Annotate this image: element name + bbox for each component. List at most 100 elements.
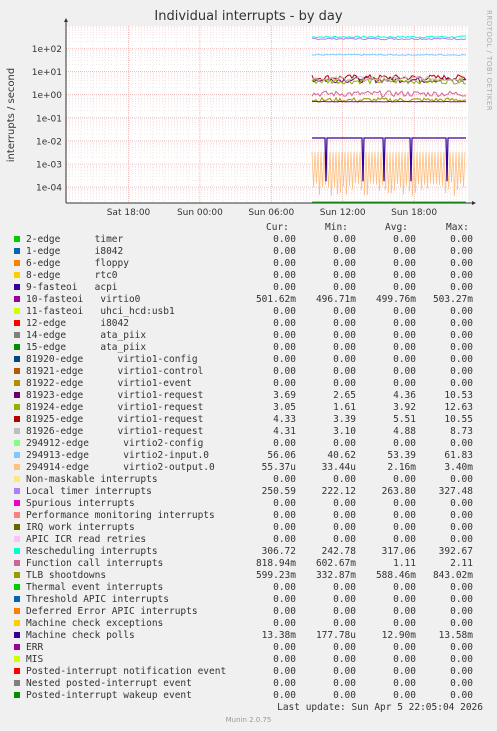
legend-series-name: ERR bbox=[26, 642, 44, 653]
legend-cur: 0.00 bbox=[273, 354, 296, 365]
legend-min: 0.00 bbox=[333, 654, 356, 665]
legend-max: 0.00 bbox=[450, 498, 473, 509]
legend-series-name: 2-edge timer bbox=[26, 234, 124, 245]
legend-row: 14-edge ata_piix 0.00 0.00 0.00 0.00 bbox=[0, 330, 497, 342]
legend-series-name: 9-fasteoi acpi bbox=[26, 282, 118, 293]
legend-min: 0.00 bbox=[333, 666, 356, 677]
legend-cur: 0.00 bbox=[273, 510, 296, 521]
legend-series-name: 294913-edge virtio2-input.0 bbox=[26, 450, 210, 461]
legend-row: Threshold APIC interrupts 0.00 0.00 0.00 0.0… bbox=[0, 594, 497, 606]
legend-avg: 0.00 bbox=[393, 246, 416, 257]
legend-max: 0.00 bbox=[450, 330, 473, 341]
legend-series-name: 81926-edge virtio1-request bbox=[26, 426, 204, 437]
legend-avg: 0.00 bbox=[393, 282, 416, 293]
legend-max: 0.00 bbox=[450, 342, 473, 353]
legend-swatch bbox=[14, 656, 20, 662]
x-tick-label: Sun 12:00 bbox=[320, 208, 366, 218]
legend-row: 12-edge i8042 0.00 0.00 0.00 0.00 bbox=[0, 318, 497, 330]
legend-series-name: 1-edge i8042 bbox=[26, 246, 124, 257]
legend-series-name: 12-edge i8042 bbox=[26, 318, 129, 329]
legend-row: 81926-edge virtio1-request 4.31 3.10 4.88 8.… bbox=[0, 426, 497, 438]
legend-series-name: Threshold APIC interrupts bbox=[26, 594, 169, 605]
x-tick-label: Sun 06:00 bbox=[248, 208, 294, 218]
legend-cur: 3.05 bbox=[273, 402, 296, 413]
legend-avg: 588.46m bbox=[375, 570, 416, 581]
legend-series-name: Machine check exceptions bbox=[26, 618, 164, 629]
legend-swatch bbox=[14, 488, 20, 494]
legend-avg: 3.92 bbox=[393, 402, 416, 413]
legend-row: 1-edge i8042 0.00 0.00 0.00 0.00 bbox=[0, 246, 497, 258]
legend-max: 0.00 bbox=[450, 318, 473, 329]
legend-swatch bbox=[14, 608, 20, 614]
legend-min: 0.00 bbox=[333, 378, 356, 389]
legend-header-avg: Avg: bbox=[385, 222, 408, 233]
legend-avg: 2.16m bbox=[387, 462, 416, 473]
legend-min: 0.00 bbox=[333, 330, 356, 341]
legend-row: Thermal event interrupts 0.00 0.00 0.00 0.00 bbox=[0, 582, 497, 594]
legend-max: 0.00 bbox=[450, 642, 473, 653]
legend-max: 0.00 bbox=[450, 234, 473, 245]
legend-avg: 317.06 bbox=[381, 546, 416, 557]
legend-max: 0.00 bbox=[450, 582, 473, 593]
legend-cur: 0.00 bbox=[273, 438, 296, 449]
legend-max: 392.67 bbox=[438, 546, 473, 557]
y-tick-label: 1e+01 bbox=[32, 68, 62, 78]
legend-avg: 0.00 bbox=[393, 594, 416, 605]
legend-max: 2.11 bbox=[450, 558, 473, 569]
legend-cur: 0.00 bbox=[273, 498, 296, 509]
legend-max: 0.00 bbox=[450, 534, 473, 545]
legend-series-name: 81921-edge virtio1-control bbox=[26, 366, 204, 377]
footer: Munin 2.0.75 bbox=[225, 716, 272, 724]
legend-series-name: 81920-edge virtio1-config bbox=[26, 354, 198, 365]
y-tick-label: 1e-02 bbox=[36, 137, 62, 147]
legend-avg: 4.36 bbox=[393, 390, 416, 401]
legend-min: 0.00 bbox=[333, 618, 356, 629]
legend-swatch bbox=[14, 368, 20, 374]
legend-series-name: 14-edge ata_piix bbox=[26, 330, 147, 341]
legend-cur: 306.72 bbox=[261, 546, 296, 557]
legend-row: 81923-edge virtio1-request 3.69 2.65 4.36 10… bbox=[0, 390, 497, 402]
legend-swatch bbox=[14, 464, 20, 470]
legend-min: 0.00 bbox=[333, 690, 356, 701]
legend-series-name: 10-fasteoi virtio0 bbox=[26, 294, 141, 305]
legend-swatch bbox=[14, 392, 20, 398]
legend-cur: 4.33 bbox=[273, 414, 296, 425]
legend-series-name: 81924-edge virtio1-request bbox=[26, 402, 204, 413]
legend-min: 0.00 bbox=[333, 534, 356, 545]
legend-min: 0.00 bbox=[333, 246, 356, 257]
legend-avg: 0.00 bbox=[393, 534, 416, 545]
legend-max: 0.00 bbox=[450, 270, 473, 281]
legend-series-name: IRQ work interrupts bbox=[26, 522, 135, 533]
legend-cur: 0.00 bbox=[273, 690, 296, 701]
series-virtio2-input bbox=[311, 53, 467, 57]
legend-max: 0.00 bbox=[450, 474, 473, 485]
legend-avg: 1.11 bbox=[393, 558, 416, 569]
legend-max: 3.40m bbox=[444, 462, 473, 473]
legend-cur: 0.00 bbox=[273, 246, 296, 257]
legend-row: Posted-interrupt wakeup event 0.00 0.00 0.0… bbox=[0, 690, 497, 702]
legend-min: 177.78u bbox=[315, 630, 356, 641]
legend-series-name: Machine check polls bbox=[26, 630, 135, 641]
legend-cur: 0.00 bbox=[273, 258, 296, 269]
legend-min: 0.00 bbox=[333, 366, 356, 377]
legend-min: 40.62 bbox=[327, 450, 356, 461]
legend-cur: 599.23m bbox=[255, 570, 296, 581]
legend-row: 6-edge floppy 0.00 0.00 0.00 0.00 bbox=[0, 258, 497, 270]
legend-cur: 0.00 bbox=[273, 342, 296, 353]
legend-swatch bbox=[14, 416, 20, 422]
legend-series-name: MIS bbox=[26, 654, 44, 665]
legend-series-name: 294912-edge virtio2-config bbox=[26, 438, 204, 449]
legend-cur: 0.00 bbox=[273, 534, 296, 545]
legend-max: 503.27m bbox=[432, 294, 473, 305]
legend-row: 81924-edge virtio1-request 3.05 1.61 3.92 12… bbox=[0, 402, 497, 414]
legend-min: 242.78 bbox=[321, 546, 356, 557]
y-tick-label: 1e-01 bbox=[36, 114, 62, 124]
legend-row: APIC ICR read retries 0.00 0.00 0.00 0.00 bbox=[0, 534, 497, 546]
series-virtio1-request-81926 bbox=[311, 75, 467, 82]
legend-swatch bbox=[14, 644, 20, 650]
legend-cur: 0.00 bbox=[273, 606, 296, 617]
legend-avg: 0.00 bbox=[393, 342, 416, 353]
legend-swatch bbox=[14, 428, 20, 434]
y-axis-arrow bbox=[64, 18, 68, 22]
legend-min: 496.71m bbox=[315, 294, 356, 305]
